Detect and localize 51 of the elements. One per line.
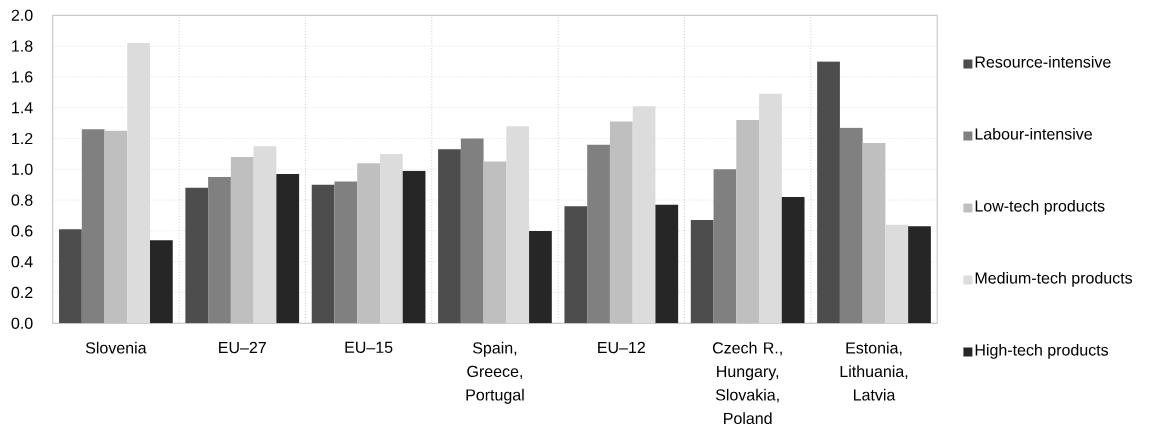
bar [402, 170, 426, 324]
legend-label: High-tech products [975, 343, 1109, 359]
y-tick-label: 2.0 [11, 9, 33, 21]
bar [127, 42, 151, 324]
bar [655, 204, 679, 324]
y-tick-label: 1.4 [12, 101, 33, 113]
bar [311, 184, 335, 324]
y-tick-label: 1.6 [12, 71, 33, 83]
bar [334, 181, 358, 324]
y-tick-label: 1.8 [12, 40, 33, 52]
bar [438, 149, 461, 324]
x-tick-label: Czech R., Hungary, Slovakia, Poland [712, 341, 782, 424]
bar [759, 93, 782, 324]
bar [817, 61, 840, 324]
bar [81, 129, 105, 324]
y-tick-label: 1.2 [12, 132, 33, 144]
bar [460, 138, 484, 324]
legend-label: Labour-intensive [975, 127, 1092, 140]
bar [713, 169, 737, 324]
bar [150, 239, 173, 324]
bar [59, 229, 82, 324]
bar [690, 219, 714, 324]
bar [632, 105, 656, 324]
x-tick-label: Spain, Greece, Portugal [466, 341, 524, 404]
bar [208, 176, 231, 324]
bar [781, 196, 805, 324]
y-tick-label: 0.2 [11, 286, 33, 298]
x-tick-label: EU–27 [219, 341, 266, 353]
legend-label: Resource-intensive [975, 55, 1111, 68]
y-tick-label: 0.0 [11, 317, 33, 329]
x-tick-label: EU–15 [345, 341, 393, 353]
legend-label: Low-tech products [975, 199, 1105, 215]
bar [587, 144, 610, 324]
bar [564, 206, 588, 324]
y-tick-label: 0.8 [11, 194, 33, 206]
y-tick-label: 0.6 [11, 225, 33, 237]
y-tick-label: 0.4 [11, 255, 33, 268]
bar [276, 173, 300, 324]
x-tick-label: Slovenia [85, 341, 147, 354]
bar [908, 226, 931, 324]
bar [885, 224, 909, 324]
y-tick-label: 1.0 [12, 163, 33, 175]
legend-label: Medium-tech products [975, 271, 1133, 287]
bar [253, 145, 277, 324]
x-tick-label: EU–12 [598, 341, 645, 353]
bar [839, 127, 863, 324]
x-tick-label: Estonia, Lithuania, Latvia [840, 341, 908, 401]
bar [506, 125, 530, 324]
bar [185, 187, 209, 324]
bar [379, 153, 403, 324]
bar [529, 230, 552, 324]
